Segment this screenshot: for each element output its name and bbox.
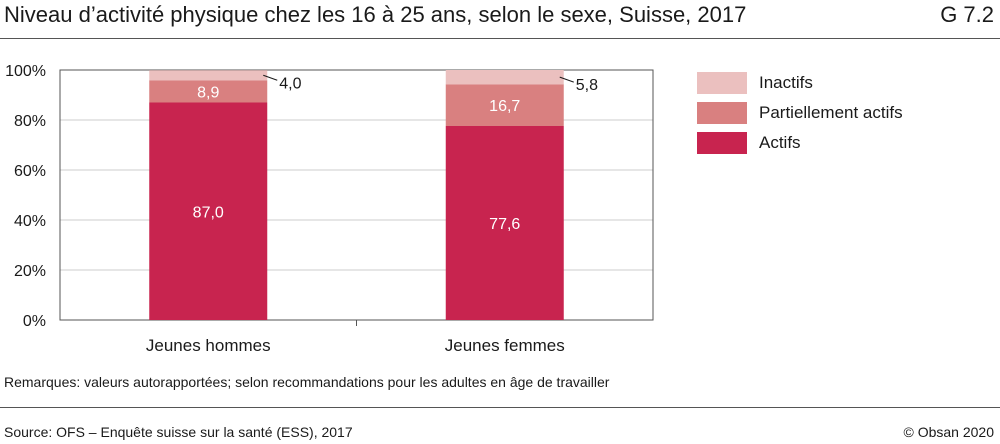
title-rule [0, 38, 1000, 39]
y-tick-label: 40% [14, 213, 46, 230]
data-label-leader [559, 76, 574, 83]
legend-swatch [697, 72, 747, 94]
bar-segment [149, 80, 268, 103]
y-tick-label: 0% [23, 313, 46, 330]
data-label: 77,6 [489, 216, 520, 233]
data-label: 5,8 [576, 77, 598, 94]
bar-segment [445, 126, 564, 320]
plot-frame [59, 69, 654, 321]
chart-title: Niveau d’activité physique chez les 16 à… [4, 2, 747, 27]
x-category-label: Jeunes hommes [146, 336, 271, 355]
bar-segment [445, 70, 564, 85]
footer-rule [0, 407, 1000, 408]
legend-label: Actifs [759, 133, 801, 152]
figure-number: G 7.2 [940, 2, 994, 27]
legend-swatch [697, 102, 747, 124]
bar-segment [149, 102, 268, 320]
bar-segment [149, 70, 268, 81]
y-tick-label: 60% [14, 163, 46, 180]
x-category-label: Jeunes femmes [445, 336, 565, 355]
legend-item: Partiellement actifs [697, 98, 903, 128]
legend-item: Actifs [697, 128, 903, 158]
data-label: 87,0 [193, 204, 224, 221]
legend-swatch [697, 132, 747, 154]
data-label-leader [263, 74, 278, 81]
legend-item: Inactifs [697, 68, 903, 98]
data-label: 8,9 [197, 84, 219, 101]
y-tick-label: 100% [5, 63, 46, 80]
bar-segment [445, 84, 564, 126]
copyright-note: © Obsan 2020 [903, 424, 995, 440]
chart-legend: Inactifs Partiellement actifs Actifs [697, 68, 903, 158]
legend-label: Partiellement actifs [759, 103, 903, 122]
source-note: Source: OFS – Enquête suisse sur la sant… [4, 424, 353, 440]
data-label: 16,7 [489, 98, 520, 115]
remarks-note: Remarques: valeurs autorapportées; selon… [4, 374, 610, 390]
data-label: 4,0 [279, 75, 301, 92]
y-tick-label: 20% [14, 263, 46, 280]
y-tick-label: 80% [14, 113, 46, 130]
legend-label: Inactifs [759, 73, 813, 92]
